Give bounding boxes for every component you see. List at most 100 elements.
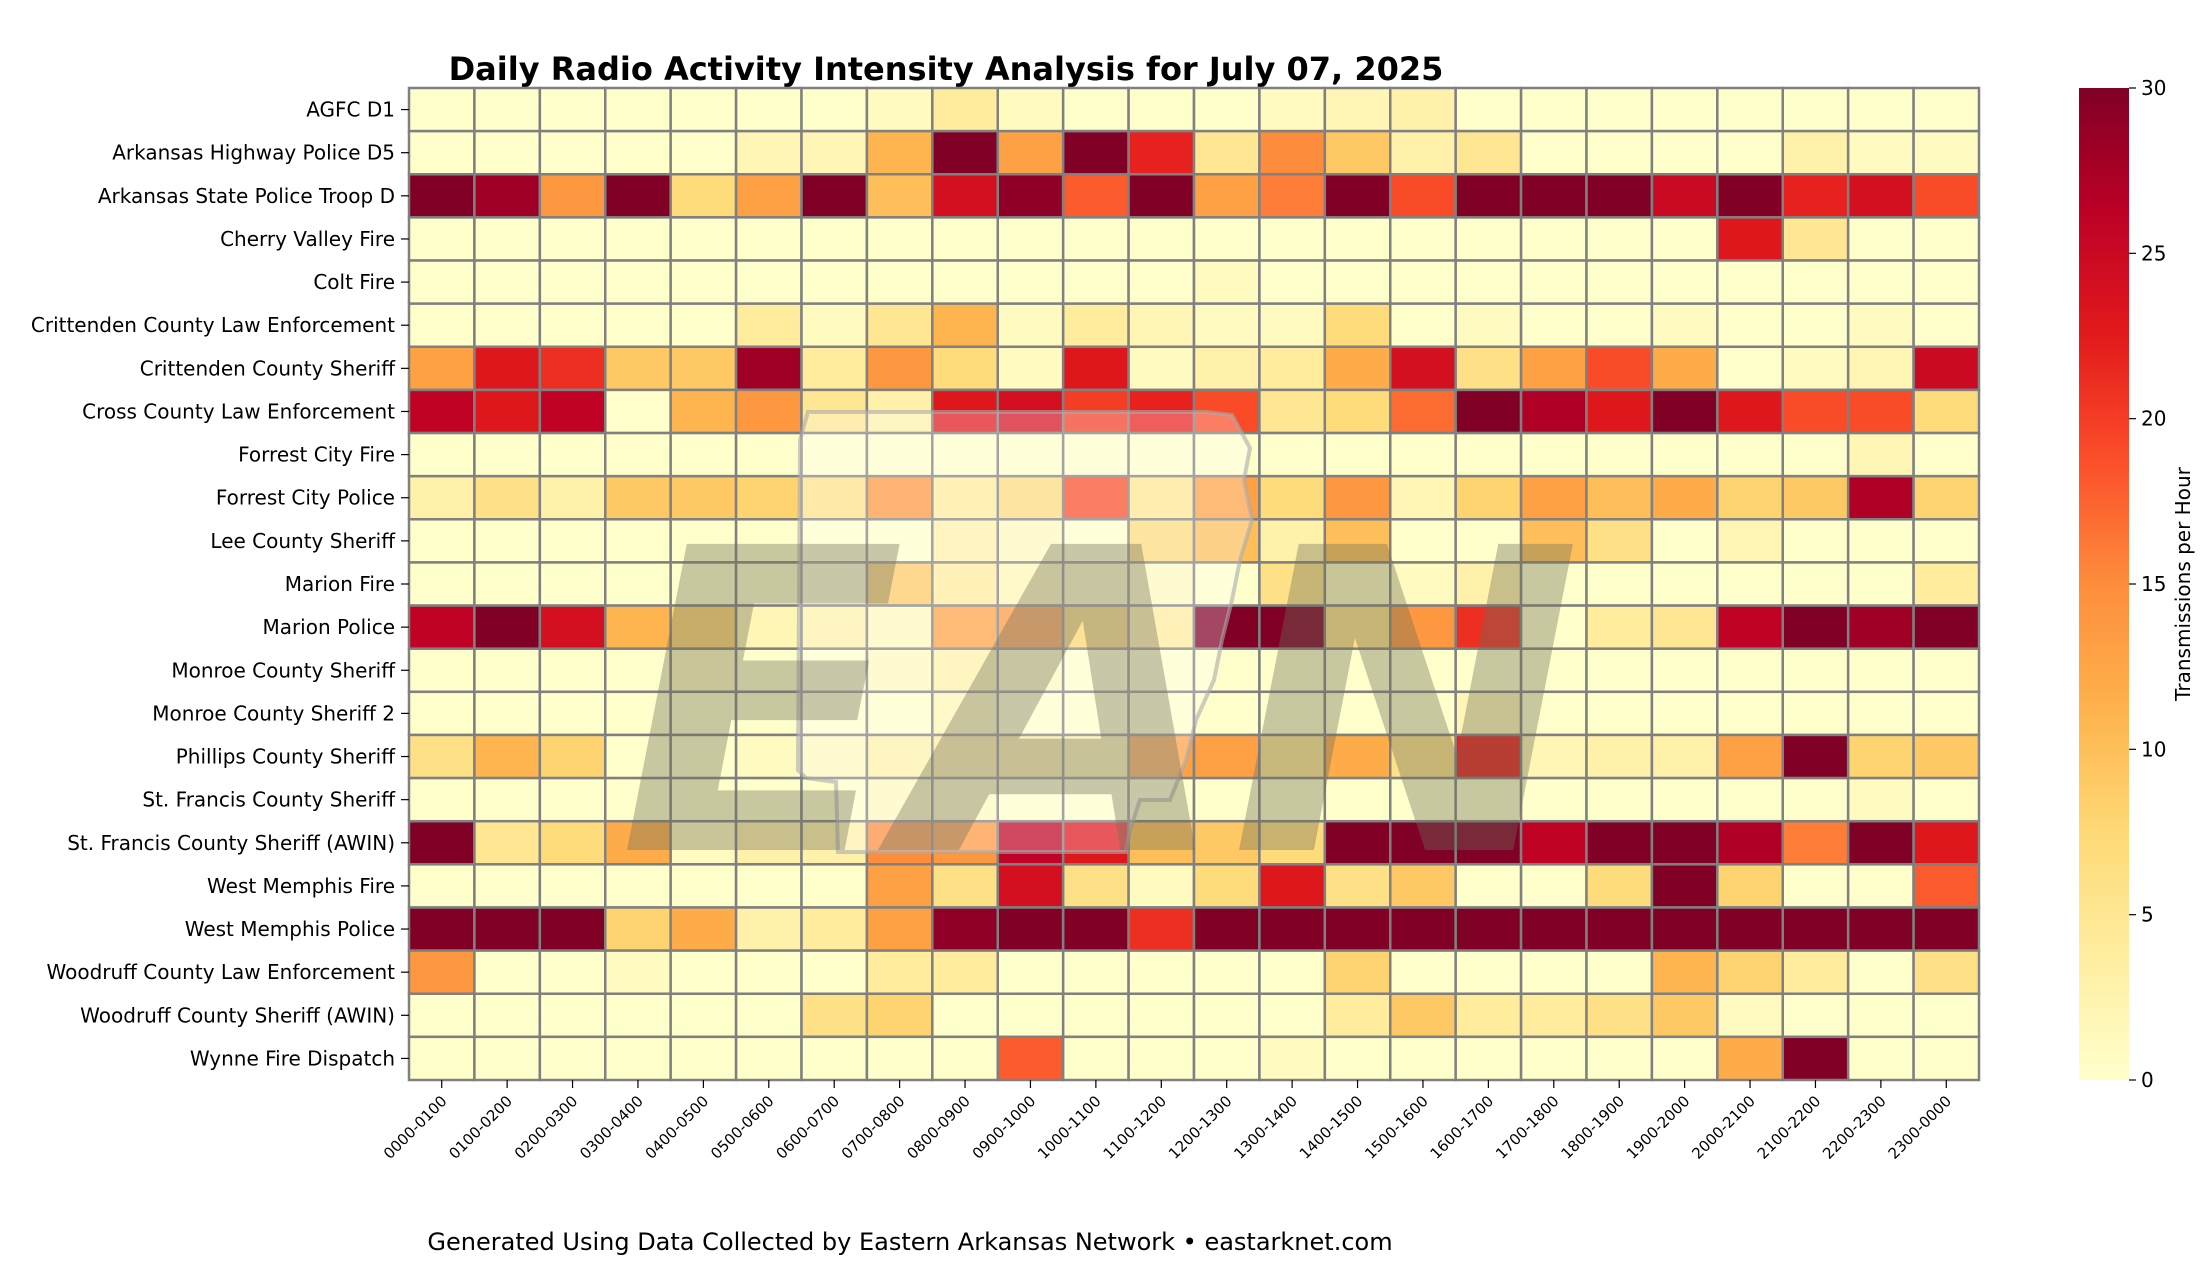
heatmap-cell	[407, 129, 476, 176]
heatmap-cell	[1389, 992, 1457, 1039]
heatmap-cell	[1061, 86, 1130, 133]
column-label: 0600-0700	[772, 1092, 843, 1163]
heatmap-cell	[865, 906, 934, 952]
heatmap-cell	[865, 1035, 934, 1082]
row-label: Arkansas State Police Troop D	[98, 184, 395, 208]
heatmap-cell	[1061, 474, 1130, 521]
colorbar-tick-label: 20	[2141, 407, 2166, 431]
heatmap-cell	[1127, 259, 1196, 305]
heatmap-cell	[1389, 1035, 1457, 1082]
heatmap-cell	[800, 86, 869, 133]
heatmap-cell	[407, 345, 476, 392]
heatmap-cell	[1389, 302, 1457, 349]
heatmap-cells	[407, 86, 1981, 1082]
heatmap-cell	[734, 1035, 803, 1082]
heatmap-cell	[1258, 259, 1327, 305]
heatmap-cell	[538, 949, 607, 995]
heatmap-cell	[407, 173, 476, 219]
heatmap-cell	[1258, 1035, 1327, 1082]
heatmap-cell	[1912, 1035, 1981, 1082]
heatmap-cell	[1912, 345, 1981, 392]
heatmap-cell	[1846, 992, 1915, 1039]
heatmap-cell	[1127, 129, 1196, 176]
heatmap-cell	[407, 216, 476, 262]
column-label: 1000-1100	[1034, 1092, 1105, 1163]
heatmap-cell	[1912, 819, 1981, 866]
heatmap-cell	[1846, 647, 1915, 694]
heatmap-cell	[1519, 216, 1588, 262]
heatmap-cell	[538, 863, 607, 909]
heatmap-cell	[800, 819, 869, 866]
heatmap-cell	[865, 992, 934, 1039]
heatmap-cell	[734, 949, 803, 995]
heatmap-cell	[1127, 1035, 1196, 1082]
heatmap-cell	[1650, 518, 1719, 564]
heatmap-cell	[1585, 776, 1654, 823]
heatmap-cell	[996, 129, 1065, 176]
heatmap-cell	[865, 776, 934, 823]
heatmap-cell	[1781, 561, 1850, 607]
heatmap-cell	[1650, 992, 1719, 1039]
heatmap-cell	[1650, 216, 1719, 262]
heatmap-cell	[1519, 129, 1588, 176]
heatmap-cell	[1846, 216, 1915, 262]
column-label: 0800-0900	[903, 1092, 974, 1163]
column-label: 1900-2000	[1623, 1092, 1694, 1163]
heatmap-cell	[1192, 259, 1261, 305]
heatmap-cell	[1323, 431, 1392, 478]
heatmap-cell	[473, 949, 542, 995]
heatmap-cell	[1127, 604, 1196, 650]
heatmap-cell	[1650, 863, 1719, 909]
heatmap-cell	[1585, 1035, 1654, 1082]
heatmap-cell	[800, 259, 869, 305]
heatmap-cell	[734, 86, 803, 133]
colorbar-label: Transmissions per Hour	[2171, 466, 2195, 702]
row-label: Wynne Fire Dispatch	[190, 1046, 395, 1070]
row-label: Marion Police	[262, 615, 395, 639]
heatmap-cell	[1323, 345, 1392, 392]
heatmap-cell	[1585, 216, 1654, 262]
heatmap-cell	[407, 561, 476, 607]
heatmap-cell	[1389, 431, 1457, 478]
heatmap-cell	[1716, 863, 1785, 909]
heatmap-cell	[1716, 906, 1785, 952]
heatmap-cell	[1846, 345, 1915, 392]
heatmap-cell	[1519, 561, 1588, 607]
heatmap-cell	[1912, 259, 1981, 305]
heatmap-cell	[1781, 690, 1850, 737]
column-label: 1100-1200	[1100, 1092, 1171, 1163]
heatmap-cell	[1127, 518, 1196, 564]
heatmap-cell	[1650, 259, 1719, 305]
heatmap-cell	[996, 647, 1065, 694]
heatmap-cell	[473, 345, 542, 392]
row-label: Phillips County Sheriff	[176, 745, 396, 769]
heatmap-cell	[1454, 776, 1523, 823]
heatmap-cell	[1192, 86, 1261, 133]
heatmap-cell	[931, 518, 999, 564]
heatmap-cell	[1192, 863, 1261, 909]
heatmap-cell	[669, 86, 738, 133]
heatmap-cell	[473, 173, 542, 219]
heatmap-cell	[473, 776, 542, 823]
heatmap-cell	[1585, 906, 1654, 952]
heatmap-cell	[669, 173, 738, 219]
heatmap-cell	[865, 733, 934, 780]
heatmap-cell	[800, 863, 869, 909]
heatmap-cell	[1650, 949, 1719, 995]
heatmap-cell	[407, 518, 476, 564]
heatmap-cell	[1061, 345, 1130, 392]
heatmap-cell	[669, 388, 738, 435]
heatmap-cell	[1650, 906, 1719, 952]
heatmap-cell	[538, 647, 607, 694]
heatmap-cell	[800, 173, 869, 219]
heatmap-cell	[1912, 949, 1981, 995]
heatmap-cell	[1781, 776, 1850, 823]
heatmap-cell	[473, 388, 542, 435]
heatmap-cell	[538, 86, 607, 133]
heatmap-cell	[1389, 173, 1457, 219]
heatmap-cell	[996, 302, 1065, 349]
heatmap-cell	[1846, 690, 1915, 737]
heatmap-cell	[1454, 86, 1523, 133]
heatmap-cell	[669, 431, 738, 478]
heatmap-cell	[800, 949, 869, 995]
